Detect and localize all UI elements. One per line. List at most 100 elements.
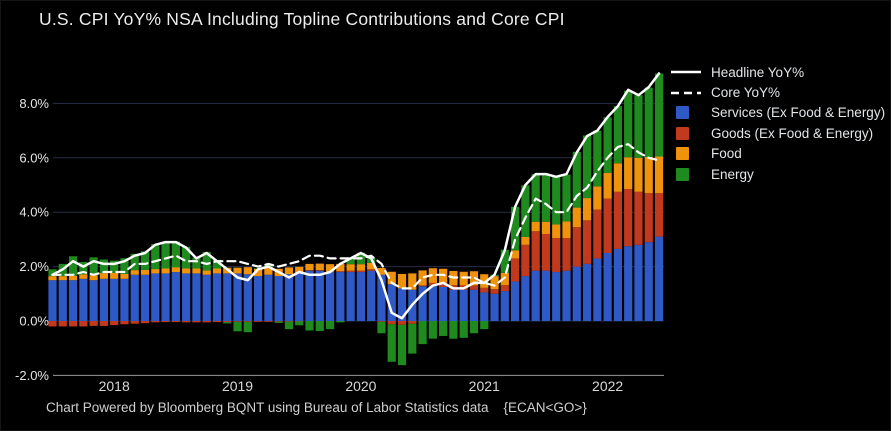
bar-segment: [346, 270, 355, 273]
bar-segment: [634, 244, 643, 321]
bar-segment: [305, 270, 314, 321]
bar-segment: [603, 173, 612, 199]
bar-segment: [254, 268, 263, 277]
bar-segment: [295, 321, 304, 322]
bar-segment: [243, 267, 252, 275]
bar-segment: [182, 268, 191, 274]
bar-segment: [593, 130, 602, 187]
bar-segment: [305, 321, 314, 331]
bar-segment: [521, 236, 530, 245]
legend-item-services[interactable]: Services (Ex Food & Energy): [670, 103, 885, 123]
bar-segment: [387, 321, 396, 325]
legend-item-core[interactable]: Core YoY%: [670, 82, 885, 102]
legend-label-goods: Goods (Ex Food & Energy): [711, 125, 874, 141]
bar-segment: [521, 276, 530, 321]
bar-segment: [511, 206, 520, 251]
legend-item-food[interactable]: Food: [670, 144, 885, 164]
bar-segment: [48, 321, 57, 327]
bar-segment: [624, 189, 633, 247]
bar-segment: [212, 321, 222, 323]
bar-segment: [99, 321, 108, 326]
y-tick-label: 2.0%: [19, 259, 49, 274]
food-swatch-icon: [676, 147, 689, 161]
bar-segment: [531, 221, 540, 232]
bar-segment: [325, 264, 335, 272]
bar-segment: [541, 233, 551, 271]
bar-segment: [68, 321, 78, 327]
bar-segment: [634, 95, 643, 158]
goods-swatch-icon: [676, 126, 689, 140]
y-tick-label: 4.0%: [19, 205, 49, 220]
bar-segment: [418, 321, 427, 345]
bar-segment: [223, 273, 232, 321]
bar-segment: [336, 263, 345, 272]
bar-segment: [356, 272, 365, 321]
bar-segment: [254, 276, 263, 321]
bar-segment: [511, 250, 520, 259]
bar-segment: [68, 256, 78, 276]
bar-segment: [274, 276, 283, 321]
legend-label-headline: Headline YoY%: [711, 64, 805, 80]
bar-segment: [469, 285, 479, 290]
bar-segment: [654, 156, 664, 194]
bar-segment: [644, 193, 653, 243]
bar-segment: [233, 273, 242, 321]
bar-segment: [613, 248, 622, 321]
bar-segment: [48, 280, 57, 321]
bar-segment: [593, 209, 602, 259]
bar-segment: [367, 270, 376, 321]
bar-segment: [79, 278, 88, 321]
bar-segment: [531, 231, 540, 271]
bar-segment: [274, 321, 283, 322]
bar-segment: [408, 273, 417, 290]
bar-segment: [541, 270, 551, 321]
bar-segment: [58, 276, 67, 281]
bar-segment: [603, 117, 612, 174]
bar-segment: [110, 321, 119, 326]
bar-segment: [161, 268, 170, 274]
bar-segment: [110, 260, 119, 273]
bar-segment: [274, 321, 283, 323]
bar-segment: [582, 198, 592, 221]
attribution-footer: Chart Powered by Bloomberg BQNT using Bu…: [46, 400, 587, 415]
energy-swatch-icon: [676, 167, 689, 181]
chart-legend: Headline YoY% Core YoY% Services (Ex Foo…: [670, 62, 885, 184]
bar-segment: [202, 321, 211, 323]
y-tick-label: -2.0%: [15, 368, 49, 383]
bar-segment: [336, 272, 345, 321]
bar-segment: [120, 321, 129, 325]
bar-segment: [418, 285, 427, 287]
bar-segment: [161, 321, 170, 323]
bar-segment: [644, 242, 653, 321]
bar-segment: [469, 289, 479, 321]
bar-segment: [192, 321, 201, 323]
bar-segment: [428, 268, 437, 283]
bar-segment: [634, 157, 643, 192]
bar-segment: [397, 324, 407, 366]
y-tick-label: 6.0%: [19, 150, 49, 165]
legend-item-goods[interactable]: Goods (Ex Food & Energy): [670, 123, 885, 143]
bar-segment: [79, 274, 88, 279]
bar-segment: [192, 273, 201, 321]
legend-item-headline[interactable]: Headline YoY%: [670, 62, 885, 82]
bar-segment: [531, 270, 540, 321]
bar-segment: [182, 321, 191, 323]
bar-segment: [325, 272, 335, 321]
bar-segment: [572, 151, 581, 208]
bar-segment: [254, 321, 263, 322]
bar-segment: [223, 321, 232, 323]
bar-segment: [572, 227, 581, 267]
bar-segment: [562, 221, 571, 239]
bar-segment: [397, 288, 407, 321]
bar-segment: [582, 220, 592, 264]
bar-segment: [634, 191, 643, 245]
bar-segment: [151, 244, 160, 270]
bar-segment: [284, 321, 294, 330]
bar-segment: [593, 186, 602, 210]
bar-segment: [356, 270, 365, 273]
bar-segment: [264, 321, 273, 322]
bar-segment: [264, 267, 273, 275]
legend-item-energy[interactable]: Energy: [670, 164, 885, 184]
bar-segment: [99, 259, 108, 274]
